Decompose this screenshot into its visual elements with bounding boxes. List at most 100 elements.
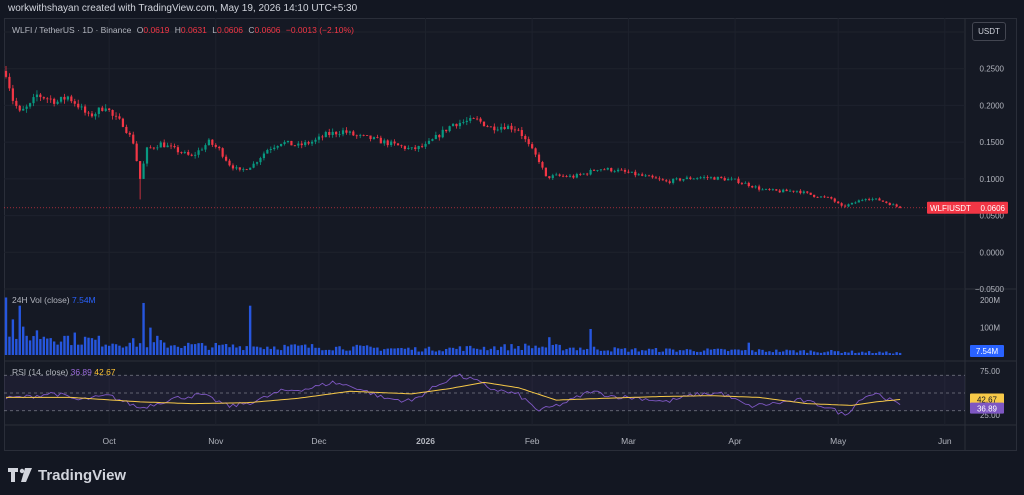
volume-bar [795, 352, 799, 355]
candle-body [149, 147, 152, 149]
tradingview-logo-icon [8, 468, 32, 482]
candle-body [524, 136, 527, 140]
volume-bar [709, 349, 713, 355]
tradingview-logo[interactable]: TradingView [8, 465, 126, 485]
volume-bar [97, 335, 101, 355]
candle-body [238, 167, 241, 170]
candle [764, 188, 768, 191]
volume-bar [362, 345, 365, 355]
rsi-ma-badge-bg [970, 393, 1004, 405]
candle-body [108, 108, 111, 111]
volume-bar [651, 349, 654, 355]
volume-bar [365, 345, 369, 355]
candle-body [888, 202, 891, 206]
candle [273, 144, 276, 151]
chart-canvas[interactable]: 0.30000.25000.20000.15000.10000.05000.00… [0, 0, 1024, 455]
candle [582, 173, 585, 175]
candle [451, 123, 455, 127]
currency-button[interactable]: USDT [972, 22, 1006, 41]
candle-body [678, 178, 682, 181]
candle-body [280, 143, 283, 147]
volume-bar [348, 350, 352, 355]
candle [644, 173, 647, 178]
volume-bar [28, 340, 32, 355]
rsi-label[interactable]: RSI (14, close) [12, 367, 69, 377]
volume-bar [524, 343, 527, 355]
candle [341, 127, 345, 137]
candle-body [145, 147, 149, 164]
candle [730, 176, 733, 181]
time-tick-label: Nov [208, 436, 224, 446]
candle [592, 169, 596, 171]
volume-bar [493, 346, 496, 355]
volume-series [4, 297, 902, 355]
candle-body [802, 191, 805, 194]
candle-body [544, 167, 547, 177]
chart-frame[interactable] [4, 18, 1017, 451]
volume-bar [328, 349, 331, 355]
volume-bar [114, 344, 118, 355]
volume-bar [307, 347, 310, 355]
candle-body [324, 132, 327, 138]
candle [297, 141, 300, 148]
volume-bar [788, 350, 792, 355]
candle-body [383, 140, 386, 144]
symbol-title[interactable]: WLFI / TetherUS · 1D · Binance [12, 25, 132, 35]
volume-bar [469, 345, 472, 355]
candle [80, 103, 83, 111]
candle-body [345, 130, 348, 133]
candle [145, 146, 149, 167]
volume-bar [111, 343, 114, 355]
candle-body [702, 177, 706, 178]
volume-bar [720, 348, 723, 355]
volume-bar [527, 345, 530, 355]
candle-body [723, 177, 726, 181]
candle-body [190, 154, 193, 156]
candle [692, 178, 695, 180]
candle [627, 169, 630, 174]
candle-body [613, 171, 616, 173]
volume-bar [269, 348, 272, 355]
volume-bar [410, 349, 413, 355]
candle [551, 173, 554, 180]
volume-badge-value: 7.54M [976, 347, 999, 356]
volume-bar [204, 345, 207, 355]
volume-bar [892, 353, 895, 355]
last-price-symbol: WLFIUSDT [930, 204, 971, 213]
candle-body [716, 176, 719, 180]
candle [421, 143, 424, 149]
candle [414, 144, 417, 152]
volume-label[interactable]: 24H Vol (close) [12, 295, 70, 305]
candle-body [245, 169, 248, 171]
candle-body [39, 94, 42, 98]
volume-bar [854, 352, 857, 355]
candle-body [70, 96, 73, 102]
volume-bar [706, 348, 709, 355]
candle [255, 161, 259, 166]
candle-body [874, 198, 878, 200]
high-label: H [174, 25, 181, 35]
candle [159, 140, 162, 148]
volume-bar [661, 351, 665, 355]
volume-tick-label: 200M [980, 296, 1000, 305]
candle-body [486, 126, 489, 128]
candle-body [341, 130, 345, 135]
candle [135, 141, 138, 162]
candle-body [520, 130, 523, 137]
volume-bar [314, 347, 317, 355]
candle [510, 122, 513, 133]
candle-body [785, 189, 788, 192]
candle-body [114, 115, 118, 117]
volume-bar [599, 350, 603, 355]
candle-body [837, 201, 840, 204]
candle-body [537, 154, 541, 163]
volume-bar [25, 335, 28, 355]
volume-bar [781, 351, 785, 355]
candle [63, 93, 66, 104]
volume-bar [18, 305, 21, 355]
volume-bar [162, 342, 166, 355]
candle [819, 196, 823, 198]
candle-body [816, 196, 819, 198]
candle [441, 126, 444, 139]
candle-body [290, 140, 293, 146]
